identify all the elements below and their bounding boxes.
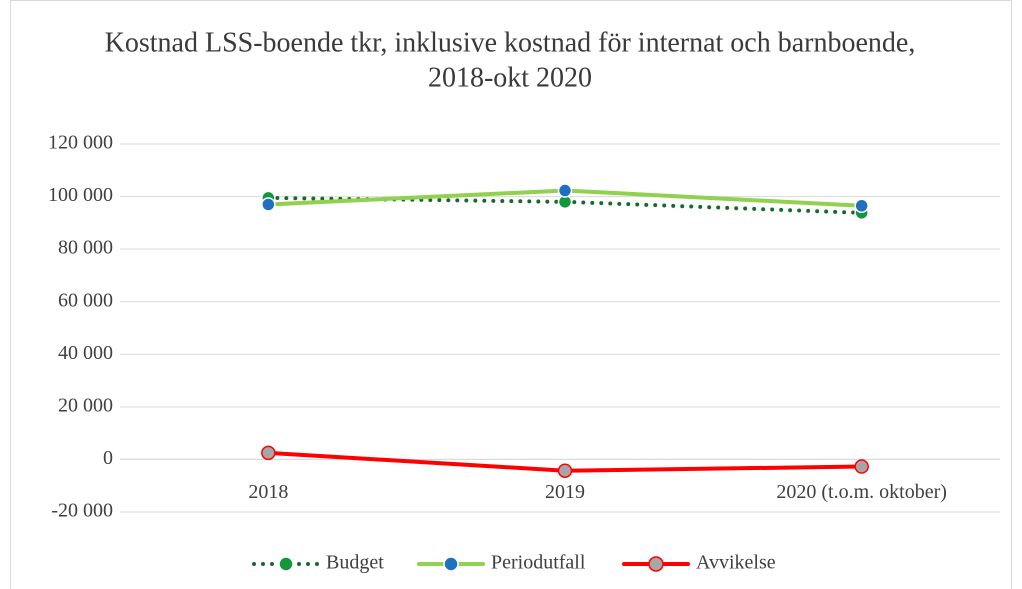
- x-tick-label: 2018: [248, 481, 288, 503]
- point: [854, 459, 869, 474]
- point: [261, 445, 276, 461]
- point: [261, 197, 276, 212]
- y-tick-label: 60 000: [58, 289, 113, 311]
- point: [854, 198, 869, 214]
- y-tick-label: 120 000: [48, 132, 113, 154]
- chart-title: 2018-okt 2020: [428, 62, 592, 93]
- legend-marker: [278, 556, 294, 572]
- legend-label: Periodutfall: [491, 552, 586, 574]
- y-tick-label: 100 000: [48, 184, 113, 206]
- legend-label: Avvikelse: [696, 552, 776, 574]
- chart-title: Kostnad LSS-boende tkr, inklusive kostna…: [105, 27, 916, 58]
- point: [557, 463, 573, 478]
- y-tick-label: 20 000: [58, 394, 113, 416]
- y-tick-label: 40 000: [58, 342, 113, 364]
- y-tick-label: -20 000: [51, 500, 113, 522]
- legend-marker: [443, 556, 459, 572]
- legend-marker: [648, 556, 664, 572]
- x-tick-label: 2019: [545, 481, 585, 503]
- point: [557, 183, 573, 198]
- x-tick-label: 2020 (t.o.m. oktober): [776, 481, 947, 503]
- y-tick-label: 0: [103, 447, 113, 469]
- legend-label: Budget: [326, 552, 384, 574]
- y-tick-label: 80 000: [58, 237, 113, 259]
- chart-border: [10, 0, 1012, 589]
